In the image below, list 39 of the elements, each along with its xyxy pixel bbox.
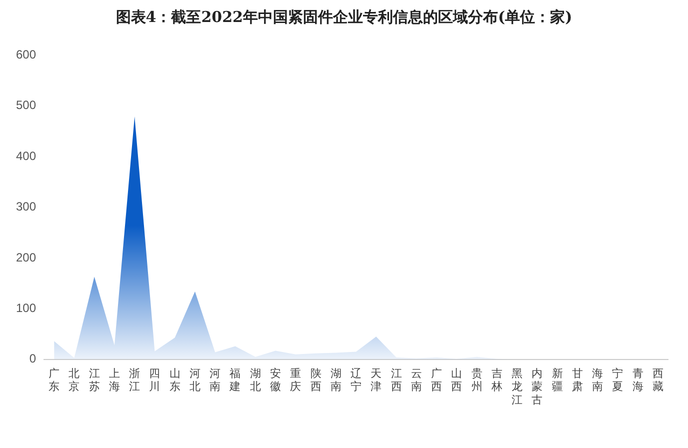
x-tick-label: 云南 [410, 368, 422, 394]
x-tick-label: 广西 [431, 367, 442, 394]
x-tick-label: 天津 [370, 368, 382, 394]
x-tick-label: 浙江 [129, 367, 140, 394]
x-tick-label: 湖北 [250, 368, 261, 394]
x-tick-label: 北京 [68, 367, 80, 394]
x-tick-label: 贵州 [471, 367, 482, 394]
x-tick-label: 江西 [390, 368, 402, 394]
x-tick-label: 黑龙江 [512, 368, 523, 406]
y-tick-label: 500 [16, 98, 36, 112]
x-tick-label: 上海 [108, 367, 120, 394]
x-tick-label: 内蒙古 [532, 367, 543, 406]
y-tick-label: 400 [16, 148, 36, 163]
y-tick-label: 0 [29, 352, 36, 366]
y-tick-label: 200 [16, 250, 36, 264]
x-tick-label: 湖南 [330, 368, 342, 394]
x-tick-label: 吉林 [490, 367, 502, 394]
x-tick-label: 福建 [228, 367, 241, 394]
x-tick-label: 重庆 [290, 367, 302, 394]
y-tick-label: 100 [16, 301, 36, 316]
x-tick-label: 青海 [632, 367, 644, 394]
x-tick-label: 甘肃 [572, 367, 583, 394]
x-tick-label: 江苏 [88, 368, 100, 394]
x-tick-label: 辽宁 [350, 368, 362, 394]
x-tick-label: 陕西 [310, 368, 322, 394]
x-tick-label: 海南 [592, 368, 604, 394]
y-tick-label: 600 [16, 48, 36, 62]
chart-title: 图表4：截至2022年中国紧固件企业专利信息的区域分布(单位：家) [114, 8, 574, 27]
x-tick-label: 山西 [451, 367, 462, 394]
x-tick-label: 宁夏 [612, 367, 624, 394]
x-tick-label: 新疆 [552, 367, 563, 394]
x-tick-label: 广东 [48, 367, 60, 394]
x-tick-label: 安徽 [270, 367, 281, 394]
x-tick-label: 河北 [189, 368, 200, 394]
y-tick-label: 300 [16, 200, 36, 214]
x-tick-label: 四川 [149, 368, 160, 394]
x-tick-label: 西藏 [652, 368, 664, 394]
x-tick-label: 河南 [210, 368, 221, 394]
x-tick-label: 山东 [169, 367, 180, 394]
